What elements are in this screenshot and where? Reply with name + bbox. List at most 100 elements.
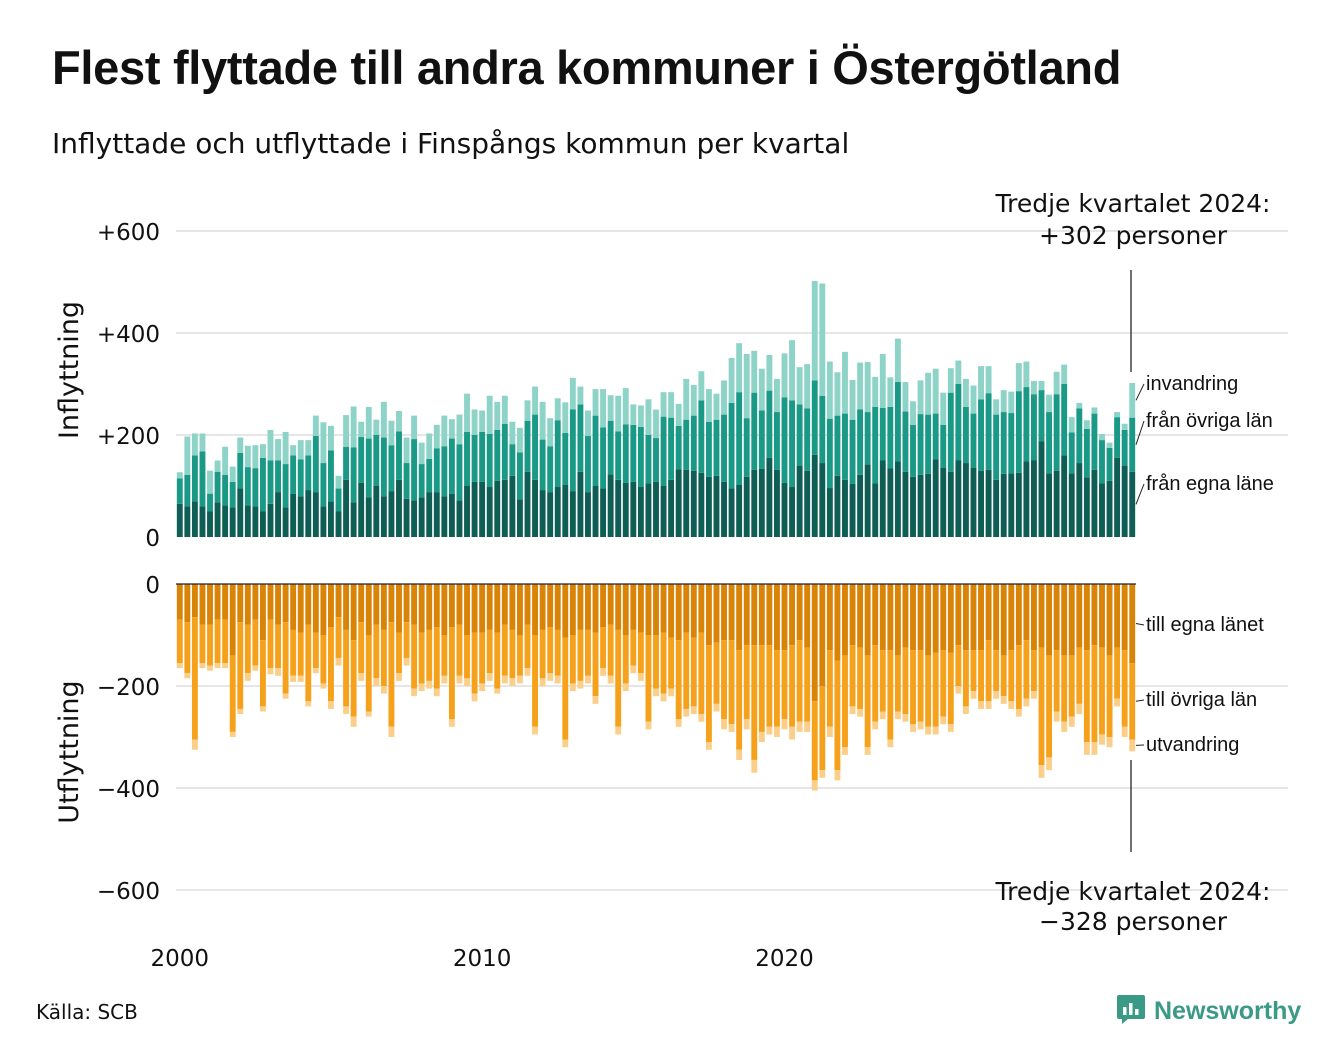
bar-in-1 xyxy=(426,458,433,493)
bar-out-1 xyxy=(501,624,508,676)
bar-in-1 xyxy=(758,410,765,469)
bar-out-1 xyxy=(834,660,841,771)
bar-out-0 xyxy=(547,584,554,628)
legend-out-leader xyxy=(1135,699,1145,702)
bar-in-0 xyxy=(736,484,743,537)
bar-in-2 xyxy=(335,475,342,489)
bar-out-1 xyxy=(524,624,531,669)
bar-in-1 xyxy=(396,431,402,480)
bar-in-0 xyxy=(524,471,531,537)
bar-out-1 xyxy=(766,645,773,727)
y-out-tick-label: −600 xyxy=(97,879,160,905)
bar-out-2 xyxy=(630,665,637,674)
bar-out-2 xyxy=(910,724,916,732)
bar-in-1 xyxy=(1008,413,1015,474)
bar-out-1 xyxy=(600,627,607,669)
bar-in-2 xyxy=(411,415,418,440)
bar-out-2 xyxy=(358,673,365,681)
bar-in-0 xyxy=(275,492,281,537)
bar-out-0 xyxy=(947,584,954,653)
bar-in-0 xyxy=(501,479,508,537)
bar-in-0 xyxy=(1083,477,1090,537)
bar-in-0 xyxy=(758,468,765,537)
bar-out-2 xyxy=(411,688,418,697)
bar-out-0 xyxy=(683,584,690,633)
bar-in-1 xyxy=(1121,429,1128,466)
bar-in-2 xyxy=(1121,423,1128,430)
bar-in-2 xyxy=(388,420,395,446)
bar-in-2 xyxy=(569,377,576,410)
bar-in-2 xyxy=(471,409,478,435)
bar-out-2 xyxy=(207,665,213,671)
bar-in-2 xyxy=(1129,382,1136,418)
bar-in-0 xyxy=(229,507,236,537)
bar-out-1 xyxy=(1121,650,1128,727)
bar-out-0 xyxy=(887,584,894,651)
bar-in-0 xyxy=(789,487,796,537)
bar-in-2 xyxy=(1008,391,1015,414)
bar-in-1 xyxy=(1114,417,1121,458)
bar-out-2 xyxy=(645,721,652,730)
bar-out-1 xyxy=(577,629,584,681)
bar-in-2 xyxy=(214,460,221,472)
bar-in-2 xyxy=(766,354,773,391)
bar-in-0 xyxy=(1008,473,1015,537)
bar-out-0 xyxy=(743,584,750,646)
bar-out-0 xyxy=(630,584,637,630)
bar-out-2 xyxy=(516,675,523,684)
bar-out-2 xyxy=(804,721,811,732)
bar-in-1 xyxy=(637,426,644,488)
bar-out-2 xyxy=(668,688,675,697)
bar-out-1 xyxy=(305,624,312,702)
bar-out-2 xyxy=(917,721,924,730)
bar-out-2 xyxy=(1061,721,1068,732)
bar-out-1 xyxy=(736,650,743,750)
bar-in-1 xyxy=(834,415,841,476)
bar-in-0 xyxy=(1023,461,1030,537)
bar-in-0 xyxy=(282,507,289,537)
bar-in-0 xyxy=(879,460,886,537)
bar-out-0 xyxy=(244,584,251,625)
bar-in-1 xyxy=(373,435,380,486)
bar-out-1 xyxy=(441,635,448,676)
legend-in-leader xyxy=(1135,483,1145,505)
bar-out-2 xyxy=(842,747,848,755)
bar-out-0 xyxy=(191,584,198,618)
bar-in-2 xyxy=(207,470,213,494)
bar-in-2 xyxy=(637,405,644,427)
bar-out-0 xyxy=(736,584,743,651)
bar-in-0 xyxy=(433,492,440,537)
bar-out-0 xyxy=(1114,584,1121,648)
bar-out-0 xyxy=(426,584,433,630)
bar-out-1 xyxy=(267,619,274,669)
bar-out-0 xyxy=(320,584,327,635)
bar-out-1 xyxy=(970,650,977,692)
bar-out-1 xyxy=(569,635,576,684)
bar-out-2 xyxy=(796,721,803,732)
bar-in-1 xyxy=(516,452,523,500)
bar-out-2 xyxy=(789,726,796,740)
bar-out-0 xyxy=(259,584,266,641)
bar-out-0 xyxy=(486,584,493,630)
bar-in-1 xyxy=(690,415,697,471)
bar-in-1 xyxy=(1099,440,1105,484)
bar-out-0 xyxy=(1023,584,1030,641)
bar-in-2 xyxy=(358,421,365,438)
brand-logo[interactable]: Newsworthy xyxy=(1116,993,1301,1029)
bar-in-0 xyxy=(849,483,856,537)
legend-out-label: till övriga län xyxy=(1146,689,1257,711)
bar-in-2 xyxy=(229,466,236,482)
x-tick-label: 2020 xyxy=(755,946,814,972)
bar-out-1 xyxy=(690,637,697,707)
bar-in-0 xyxy=(947,471,954,537)
bar-out-1 xyxy=(259,640,266,707)
bar-in-0 xyxy=(857,474,864,537)
bar-out-0 xyxy=(834,584,841,661)
bar-in-0 xyxy=(743,476,750,537)
bar-out-2 xyxy=(834,770,841,781)
bar-out-1 xyxy=(743,645,750,720)
bar-in-2 xyxy=(894,338,901,382)
bar-out-2 xyxy=(879,711,886,720)
bar-out-0 xyxy=(766,584,773,646)
bar-out-1 xyxy=(879,650,886,712)
